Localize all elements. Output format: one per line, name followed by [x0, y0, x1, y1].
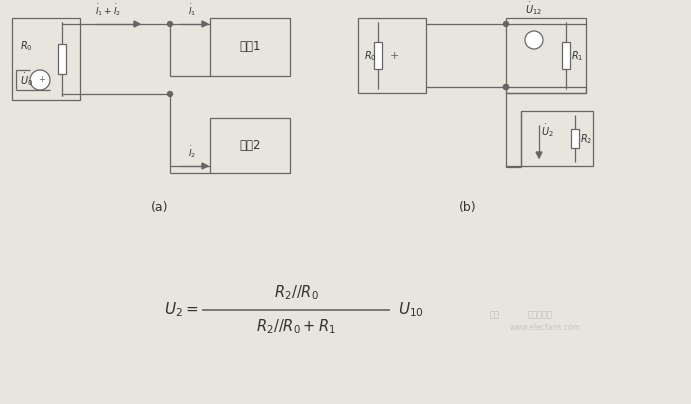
Text: $\dot{I}_1+\dot{I}_2$: $\dot{I}_1+\dot{I}_2$: [95, 2, 121, 18]
Polygon shape: [134, 21, 140, 27]
Text: +: +: [39, 74, 46, 84]
Text: $\dot{I}_1$: $\dot{I}_1$: [188, 2, 196, 18]
Text: +: +: [389, 51, 399, 61]
Text: 微信: 微信: [490, 311, 500, 320]
Circle shape: [504, 84, 509, 90]
Text: www.elecfans.com: www.elecfans.com: [510, 324, 581, 332]
Bar: [374, 42, 382, 69]
Text: $R_2$: $R_2$: [580, 132, 592, 146]
Bar: [562, 42, 570, 69]
Text: $\dot{U}_{12}$: $\dot{U}_{12}$: [525, 0, 542, 17]
Text: 电子发烧友: 电子发烧友: [528, 311, 553, 320]
Text: $\dot{U}_0$: $\dot{U}_0$: [20, 72, 33, 88]
Circle shape: [30, 70, 50, 90]
Polygon shape: [202, 163, 208, 169]
Text: 电路2: 电路2: [239, 139, 261, 152]
Bar: [58, 44, 66, 74]
Text: (b): (b): [460, 202, 477, 215]
Circle shape: [167, 21, 173, 27]
Text: 电路1: 电路1: [239, 40, 261, 53]
Bar: [571, 129, 579, 148]
Text: $U_2=$: $U_2=$: [164, 301, 198, 319]
Polygon shape: [202, 21, 208, 27]
Text: $\dot{I}_2$: $\dot{I}_2$: [188, 145, 196, 160]
Text: $R_0$: $R_0$: [364, 49, 377, 63]
Bar: [210, 18, 290, 76]
Bar: [210, 118, 290, 173]
Text: $R_2//R_0$: $R_2//R_0$: [274, 284, 319, 302]
Text: $U_{10}$: $U_{10}$: [398, 301, 424, 319]
Polygon shape: [536, 152, 542, 158]
Text: $R_0$: $R_0$: [20, 39, 32, 53]
Text: $R_2//R_0 + R_1$: $R_2//R_0 + R_1$: [256, 318, 336, 337]
Circle shape: [525, 31, 543, 49]
Text: $R_1$: $R_1$: [571, 49, 583, 63]
Text: (a): (a): [151, 202, 169, 215]
Circle shape: [504, 21, 509, 27]
Text: $\dot{U}_2$: $\dot{U}_2$: [541, 122, 553, 139]
Bar: [506, 18, 586, 93]
Circle shape: [167, 91, 173, 97]
Circle shape: [504, 84, 509, 90]
Bar: [12, 18, 80, 100]
Bar: [521, 111, 593, 166]
Bar: [358, 18, 426, 93]
